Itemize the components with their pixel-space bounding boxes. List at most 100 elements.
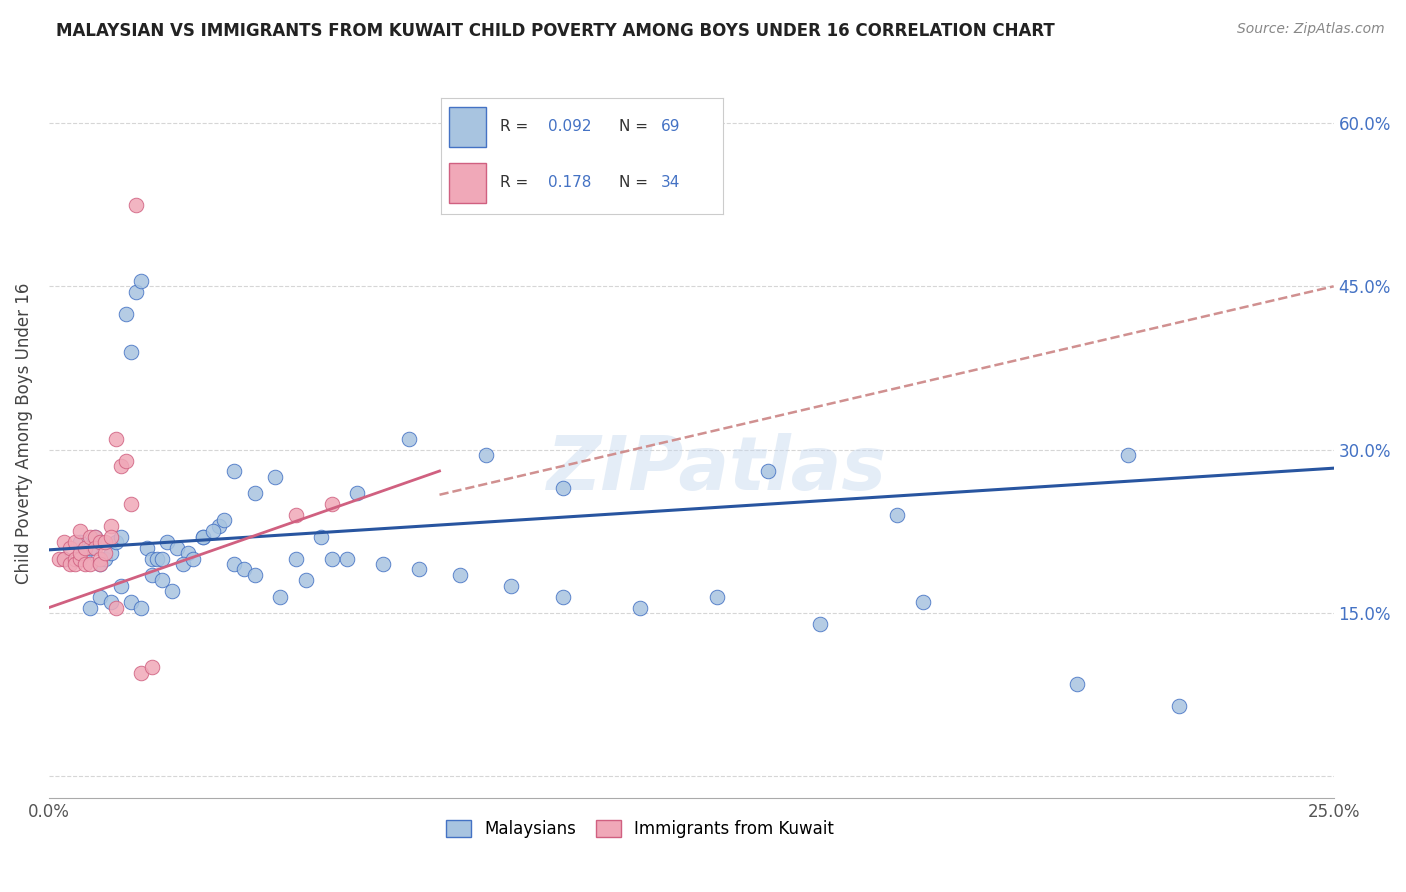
Immigrants from Kuwait xyxy=(69,551,91,566)
Immigrants from Kuwait xyxy=(94,535,117,549)
Malaysians xyxy=(336,551,359,566)
Immigrants from Kuwait xyxy=(73,541,96,555)
Malaysians xyxy=(191,530,214,544)
Malaysians xyxy=(758,465,780,479)
Immigrants from Kuwait xyxy=(284,508,307,522)
Text: Source: ZipAtlas.com: Source: ZipAtlas.com xyxy=(1237,22,1385,37)
Immigrants from Kuwait xyxy=(73,557,96,571)
Immigrants from Kuwait xyxy=(110,458,132,473)
Immigrants from Kuwait xyxy=(104,600,127,615)
Malaysians xyxy=(131,274,153,288)
Immigrants from Kuwait xyxy=(89,551,111,566)
Immigrants from Kuwait xyxy=(120,497,142,511)
Immigrants from Kuwait xyxy=(131,665,153,680)
Malaysians xyxy=(222,465,245,479)
Malaysians xyxy=(177,546,200,560)
Immigrants from Kuwait xyxy=(79,557,101,571)
Immigrants from Kuwait xyxy=(69,524,91,539)
Y-axis label: Child Poverty Among Boys Under 16: Child Poverty Among Boys Under 16 xyxy=(15,283,32,584)
Malaysians xyxy=(181,551,204,566)
Malaysians xyxy=(79,541,101,555)
Malaysians xyxy=(115,307,138,321)
Malaysians xyxy=(89,590,111,604)
Immigrants from Kuwait xyxy=(58,557,80,571)
Malaysians xyxy=(311,530,333,544)
Malaysians xyxy=(321,551,343,566)
Immigrants from Kuwait xyxy=(100,519,122,533)
Malaysians xyxy=(150,574,173,588)
Malaysians xyxy=(191,530,214,544)
Malaysians xyxy=(73,546,96,560)
Immigrants from Kuwait xyxy=(94,546,117,560)
Immigrants from Kuwait xyxy=(69,546,91,560)
Malaysians xyxy=(135,541,157,555)
Text: ZIPatlas: ZIPatlas xyxy=(547,434,887,507)
Immigrants from Kuwait xyxy=(63,551,86,566)
Malaysians xyxy=(166,541,188,555)
Immigrants from Kuwait xyxy=(104,432,127,446)
Malaysians xyxy=(212,513,235,527)
Malaysians xyxy=(233,562,256,576)
Malaysians xyxy=(911,595,934,609)
Malaysians xyxy=(94,551,117,566)
Malaysians xyxy=(243,568,266,582)
Malaysians xyxy=(551,590,574,604)
Malaysians xyxy=(886,508,908,522)
Malaysians xyxy=(264,470,287,484)
Immigrants from Kuwait xyxy=(53,535,76,549)
Malaysians xyxy=(654,170,676,185)
Malaysians xyxy=(141,568,163,582)
Immigrants from Kuwait xyxy=(48,551,70,566)
Malaysians xyxy=(1066,677,1088,691)
Immigrants from Kuwait xyxy=(53,551,76,566)
Malaysians xyxy=(84,530,107,544)
Immigrants from Kuwait xyxy=(84,530,107,544)
Immigrants from Kuwait xyxy=(58,541,80,555)
Malaysians xyxy=(110,579,132,593)
Text: MALAYSIAN VS IMMIGRANTS FROM KUWAIT CHILD POVERTY AMONG BOYS UNDER 16 CORRELATIO: MALAYSIAN VS IMMIGRANTS FROM KUWAIT CHIL… xyxy=(56,22,1054,40)
Malaysians xyxy=(628,600,651,615)
Malaysians xyxy=(120,344,142,359)
Malaysians xyxy=(146,551,169,566)
Malaysians xyxy=(408,562,430,576)
Malaysians xyxy=(120,595,142,609)
Immigrants from Kuwait xyxy=(115,453,138,467)
Immigrants from Kuwait xyxy=(89,557,111,571)
Immigrants from Kuwait xyxy=(125,197,148,211)
Malaysians xyxy=(449,568,471,582)
Malaysians xyxy=(706,590,728,604)
Malaysians xyxy=(131,600,153,615)
Malaysians xyxy=(207,519,229,533)
Malaysians xyxy=(69,535,91,549)
Malaysians xyxy=(100,595,122,609)
Malaysians xyxy=(1116,448,1139,462)
Malaysians xyxy=(474,448,496,462)
Malaysians xyxy=(162,584,184,599)
Malaysians xyxy=(202,524,225,539)
Malaysians xyxy=(295,574,318,588)
Malaysians xyxy=(156,535,179,549)
Malaysians xyxy=(89,557,111,571)
Malaysians xyxy=(125,285,148,299)
Immigrants from Kuwait xyxy=(321,497,343,511)
Immigrants from Kuwait xyxy=(79,530,101,544)
Malaysians xyxy=(346,486,368,500)
Malaysians xyxy=(104,535,127,549)
Malaysians xyxy=(551,481,574,495)
Malaysians xyxy=(150,551,173,566)
Immigrants from Kuwait xyxy=(89,535,111,549)
Malaysians xyxy=(243,486,266,500)
Malaysians xyxy=(141,551,163,566)
Immigrants from Kuwait xyxy=(84,541,107,555)
Malaysians xyxy=(808,616,831,631)
Malaysians xyxy=(371,557,394,571)
Legend: Malaysians, Immigrants from Kuwait: Malaysians, Immigrants from Kuwait xyxy=(439,813,841,845)
Immigrants from Kuwait xyxy=(100,530,122,544)
Immigrants from Kuwait xyxy=(63,535,86,549)
Malaysians xyxy=(284,551,307,566)
Malaysians xyxy=(398,432,420,446)
Malaysians xyxy=(79,600,101,615)
Malaysians xyxy=(100,546,122,560)
Malaysians xyxy=(53,551,76,566)
Malaysians xyxy=(1168,698,1191,713)
